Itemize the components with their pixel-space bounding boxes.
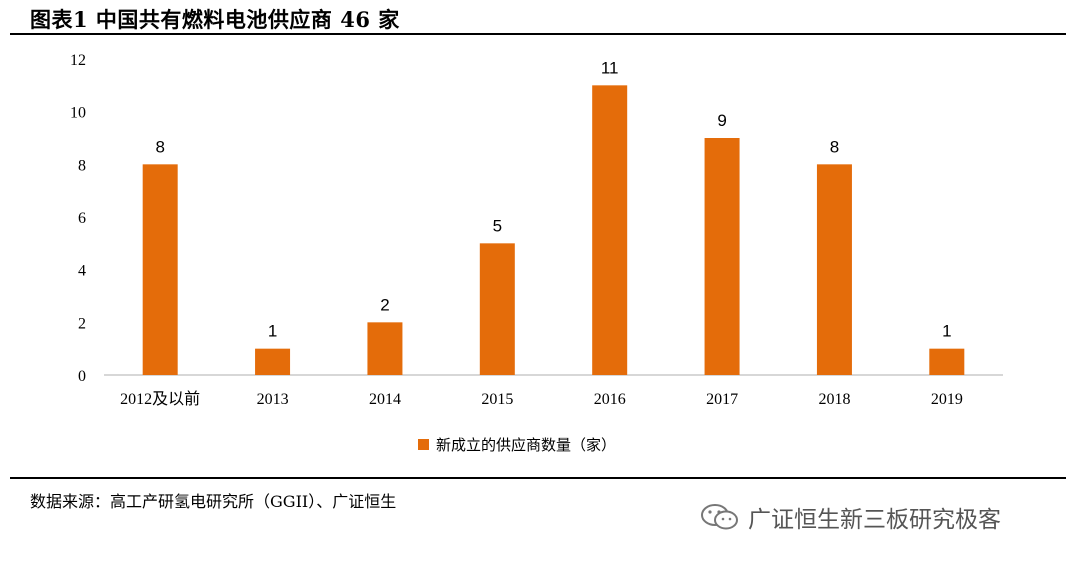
data-label: 1	[268, 322, 277, 341]
bar	[704, 138, 740, 375]
figure-title: 图表1 中国共有燃料电池供应商 46 家	[30, 7, 400, 32]
bottom-rule	[10, 477, 1066, 479]
y-tick-label: 8	[78, 157, 86, 174]
legend-swatch	[418, 439, 429, 450]
y-tick-label: 2	[78, 315, 86, 332]
legend-label: 新成立的供应商数量（家）	[436, 436, 616, 454]
bar	[479, 243, 515, 375]
top-rule	[10, 33, 1066, 35]
data-label: 8	[830, 137, 839, 156]
data-label: 8	[155, 137, 164, 156]
bar	[929, 348, 965, 375]
x-tick-label: 2015	[481, 391, 513, 408]
bar	[816, 164, 852, 375]
wechat-icon	[701, 504, 738, 530]
x-tick-label: 2019	[931, 391, 963, 408]
data-label: 11	[601, 58, 619, 77]
y-tick-label: 0	[78, 368, 86, 385]
y-tick-label: 4	[78, 263, 86, 280]
bar	[142, 164, 178, 375]
x-tick-label: 2012及以前	[120, 390, 200, 408]
x-tick-label: 2014	[369, 391, 401, 408]
watermark: 广证恒生新三板研究极客	[700, 500, 1001, 534]
y-tick-label: 12	[70, 52, 86, 69]
x-tick-label: 2013	[257, 391, 289, 408]
bar	[367, 322, 403, 375]
x-tick-label: 2016	[594, 391, 626, 408]
y-tick-label: 10	[70, 105, 86, 122]
data-label: 2	[380, 295, 389, 314]
watermark-text: 广证恒生新三板研究极客	[748, 507, 1001, 533]
x-tick-label: 2017	[706, 391, 738, 408]
data-label: 5	[493, 216, 502, 235]
y-tick-label: 6	[78, 210, 86, 227]
bar-chart: 0 2 4 6 8 10 12 8 2012及以前 1 2013 2 2014 5 2015 11 2016 9 2…	[70, 52, 1003, 454]
bar	[592, 85, 628, 375]
x-tick-label: 2018	[818, 391, 850, 408]
bar	[255, 348, 291, 375]
data-label: 1	[942, 322, 951, 341]
data-label: 9	[717, 111, 726, 130]
source-note: 数据来源：高工产研氢电研究所（GGII）、广证恒生	[30, 492, 397, 511]
